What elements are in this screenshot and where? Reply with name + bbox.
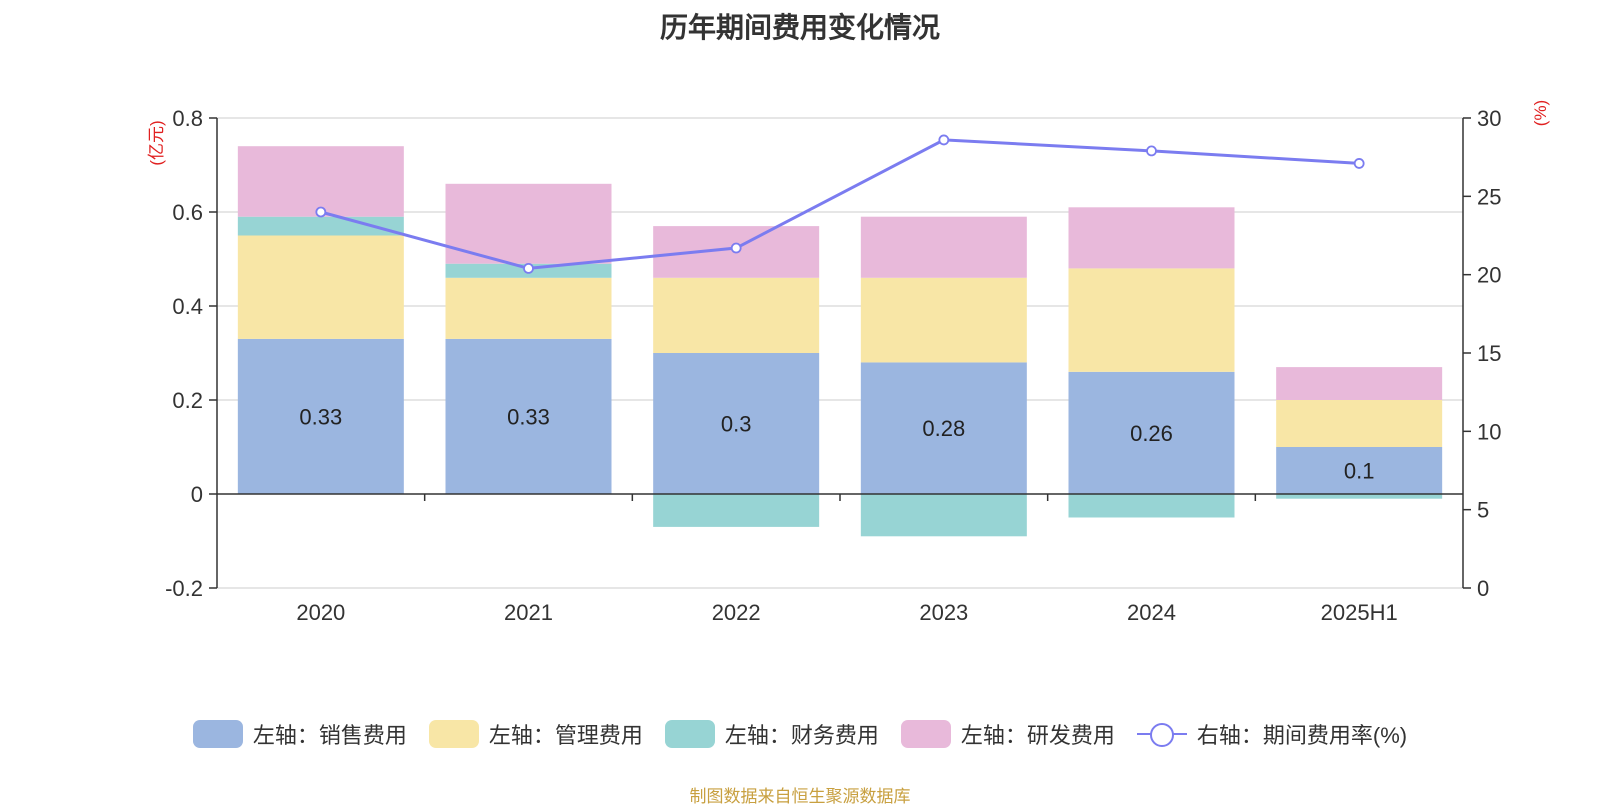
bar [237, 146, 404, 217]
rate-point [1146, 145, 1157, 157]
legend-item[interactable]: 右轴：期间费用率(%) [1136, 718, 1408, 750]
rate-point [1353, 158, 1365, 169]
bar [1276, 494, 1443, 499]
right-axis-tick-label: 15 [1477, 341, 1501, 366]
data-label: 0.3 [721, 412, 752, 437]
bar [653, 277, 820, 353]
x-axis-tick-label: 2020 [296, 600, 345, 625]
bar [1276, 447, 1443, 494]
rate-point [938, 134, 950, 146]
right-axis-tick-label: 25 [1477, 184, 1501, 209]
right-axis-tick-label: 0 [1477, 576, 1489, 601]
data-label: 0.33 [507, 404, 550, 429]
bar [1276, 400, 1443, 447]
bar [860, 277, 1027, 363]
left-axis-tick-label: 0.4 [172, 294, 203, 319]
rate-point [523, 262, 534, 274]
bar [445, 338, 612, 494]
bar [653, 494, 820, 527]
right-axis-tick-label: 30 [1477, 106, 1501, 131]
data-label: 0.33 [299, 404, 342, 429]
legend-swatch [664, 720, 715, 748]
legend-item[interactable]: 左轴：销售费用 [192, 718, 407, 750]
chart-title: 历年期间费用变化情况 [659, 12, 940, 43]
left-axis-tick-label: 0.2 [172, 388, 203, 413]
x-axis-tick-label: 2024 [1127, 600, 1176, 625]
data-label: 0.26 [1130, 421, 1173, 446]
right-axis-tick-label: 20 [1477, 263, 1501, 288]
data-labels: 0.33 0.33 0.3 0.28 0.26 0.1 [299, 404, 1374, 483]
legend-label: 左轴：研发费用 [960, 723, 1115, 748]
source-note: 制图数据来自恒生聚源数据库 [689, 787, 911, 806]
chart-canvas: -0.2 0 0.2 0.4 0.6 0.8 0 5 10 15 20 25 30 (亿元) (%) 2020… [147, 100, 1550, 625]
bar [1276, 367, 1443, 400]
x-axis-tick-label: 2022 [712, 600, 761, 625]
legend-item[interactable]: 左轴：研发费用 [900, 718, 1115, 750]
legend-swatch [428, 720, 479, 748]
legend-label: 左轴：财务费用 [724, 723, 879, 748]
legend: 左轴：销售费用 左轴：管理费用 左轴：财务费用 左轴：研发费用 右轴：期间费用率(%) [0, 718, 1600, 750]
left-axis-tick-label: -0.2 [165, 576, 203, 601]
legend-label: 右轴：期间费用率(%) [1196, 723, 1408, 748]
bar [445, 183, 612, 264]
bar [1068, 371, 1235, 494]
legend-item[interactable]: 左轴：管理费用 [428, 718, 643, 750]
bar [1068, 494, 1235, 518]
bar [860, 362, 1027, 494]
x-axis-tick-label: 2025H1 [1321, 600, 1398, 625]
data-label: 0.28 [922, 416, 965, 441]
legend-label: 左轴：销售费用 [252, 723, 407, 748]
legend-swatch [900, 720, 951, 748]
bar [653, 353, 820, 494]
left-axis-tick-label: 0.8 [172, 106, 203, 131]
bar-series [237, 146, 1443, 537]
x-axis-tick-label: 2021 [504, 600, 553, 625]
right-axis-tick-label: 5 [1477, 498, 1489, 523]
rate-line [320, 138, 1360, 270]
bar [1068, 207, 1235, 269]
bar [860, 494, 1027, 537]
left-axis-tick-label: 0 [191, 482, 203, 507]
right-axis-unit-label: (%) [1531, 100, 1550, 126]
data-label: 0.1 [1344, 459, 1375, 484]
grid-lines [217, 117, 1463, 589]
bar [237, 216, 404, 236]
left-axis-tick-label: 0.6 [172, 200, 203, 225]
bar [860, 216, 1027, 278]
axes: -0.2 0 0.2 0.4 0.6 0.8 0 5 10 15 20 25 30 (亿元) (%) 2020… [147, 100, 1550, 625]
rate-point [315, 206, 327, 218]
legend-label: 左轴：管理费用 [488, 723, 643, 748]
right-axis-tick-label: 10 [1477, 419, 1501, 444]
x-axis-tick-label: 2023 [919, 600, 968, 625]
line-series [315, 134, 1365, 274]
bar [237, 338, 404, 494]
legend-line-marker [1136, 720, 1187, 748]
legend-swatch [192, 720, 243, 748]
bar [1068, 268, 1235, 372]
legend-item[interactable]: 左轴：财务费用 [664, 718, 879, 750]
left-axis-unit-label: (亿元) [147, 120, 166, 165]
bar [237, 235, 404, 339]
rate-point [730, 242, 742, 254]
bar [445, 277, 612, 339]
